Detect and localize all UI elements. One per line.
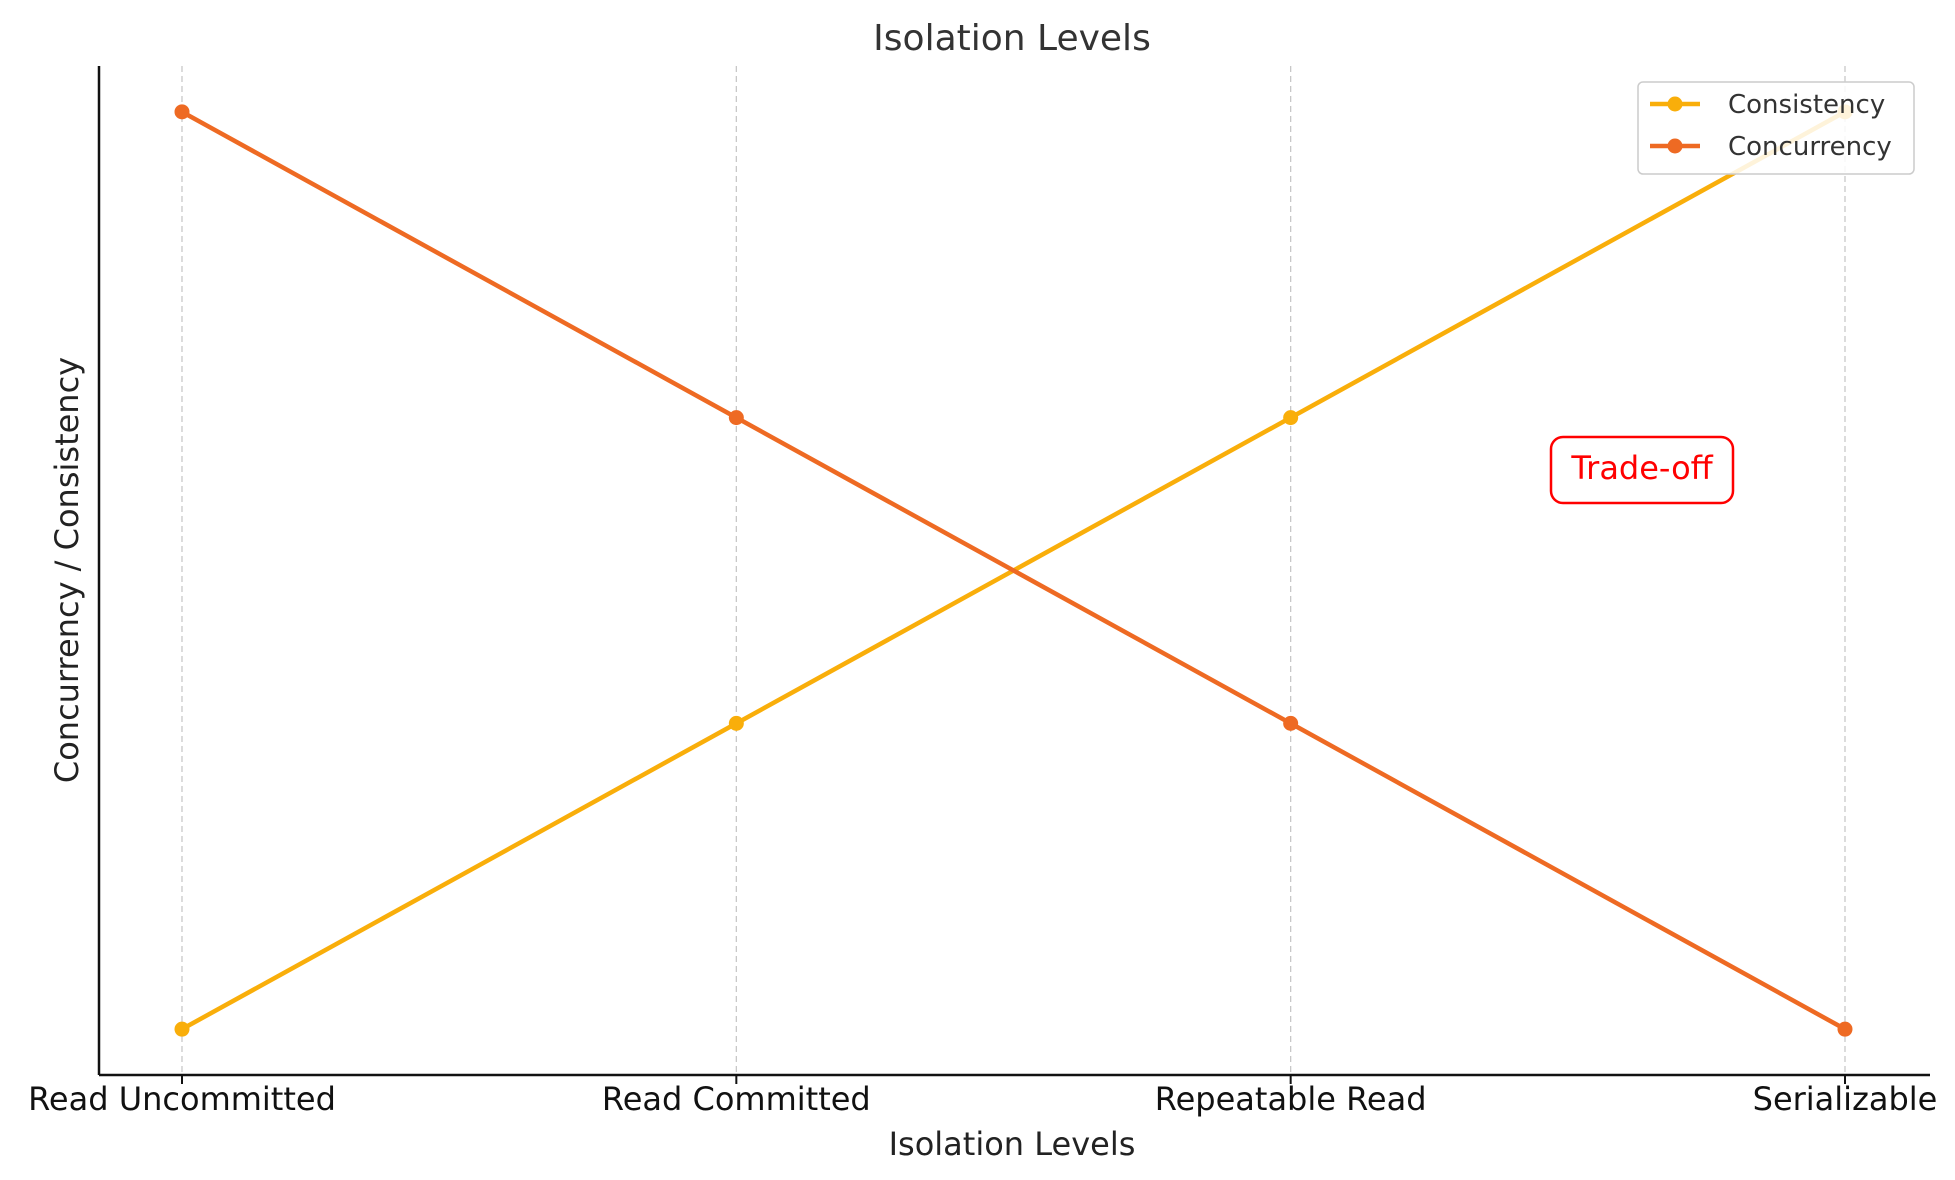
x-tick-label: Serializable bbox=[1753, 1080, 1938, 1118]
consistency-point bbox=[174, 1021, 190, 1037]
x-axis-label: Isolation Levels bbox=[889, 1125, 1136, 1163]
concurrency-legend-marker bbox=[1667, 138, 1683, 154]
grid-lines bbox=[181, 66, 1846, 1075]
concurrency-point bbox=[728, 410, 744, 426]
concurrency-point bbox=[174, 104, 190, 120]
y-axis-label: Concurrency / Consistency bbox=[48, 357, 86, 783]
concurrency-point bbox=[1837, 1021, 1853, 1037]
annotation-box bbox=[1549, 435, 1735, 505]
concurrency-point bbox=[1283, 715, 1299, 731]
chart-title: Isolation Levels bbox=[873, 18, 1151, 59]
trade-off-annotation: Trade-off bbox=[1549, 435, 1735, 505]
series-lines bbox=[174, 104, 1853, 1037]
concurrency-legend-label: Concurrency bbox=[1728, 132, 1892, 162]
consistency-legend-label: Consistency bbox=[1728, 90, 1885, 120]
consistency-point bbox=[1283, 410, 1299, 426]
consistency-point bbox=[728, 715, 744, 731]
x-tick-label: Repeatable Read bbox=[1155, 1080, 1427, 1118]
legend: Consistency Concurrency bbox=[1637, 81, 1915, 175]
concurrency-line bbox=[180, 109, 1847, 1032]
annotation-text: Trade-off bbox=[1570, 449, 1713, 487]
x-tick-label: Read Committed bbox=[602, 1080, 871, 1118]
x-ticks: Read Uncommitted Read Committed Repeatable… bbox=[28, 1075, 1937, 1118]
consistency-legend-marker bbox=[1667, 96, 1683, 112]
legend-frame bbox=[1637, 81, 1915, 175]
x-tick-label: Read Uncommitted bbox=[28, 1080, 336, 1118]
